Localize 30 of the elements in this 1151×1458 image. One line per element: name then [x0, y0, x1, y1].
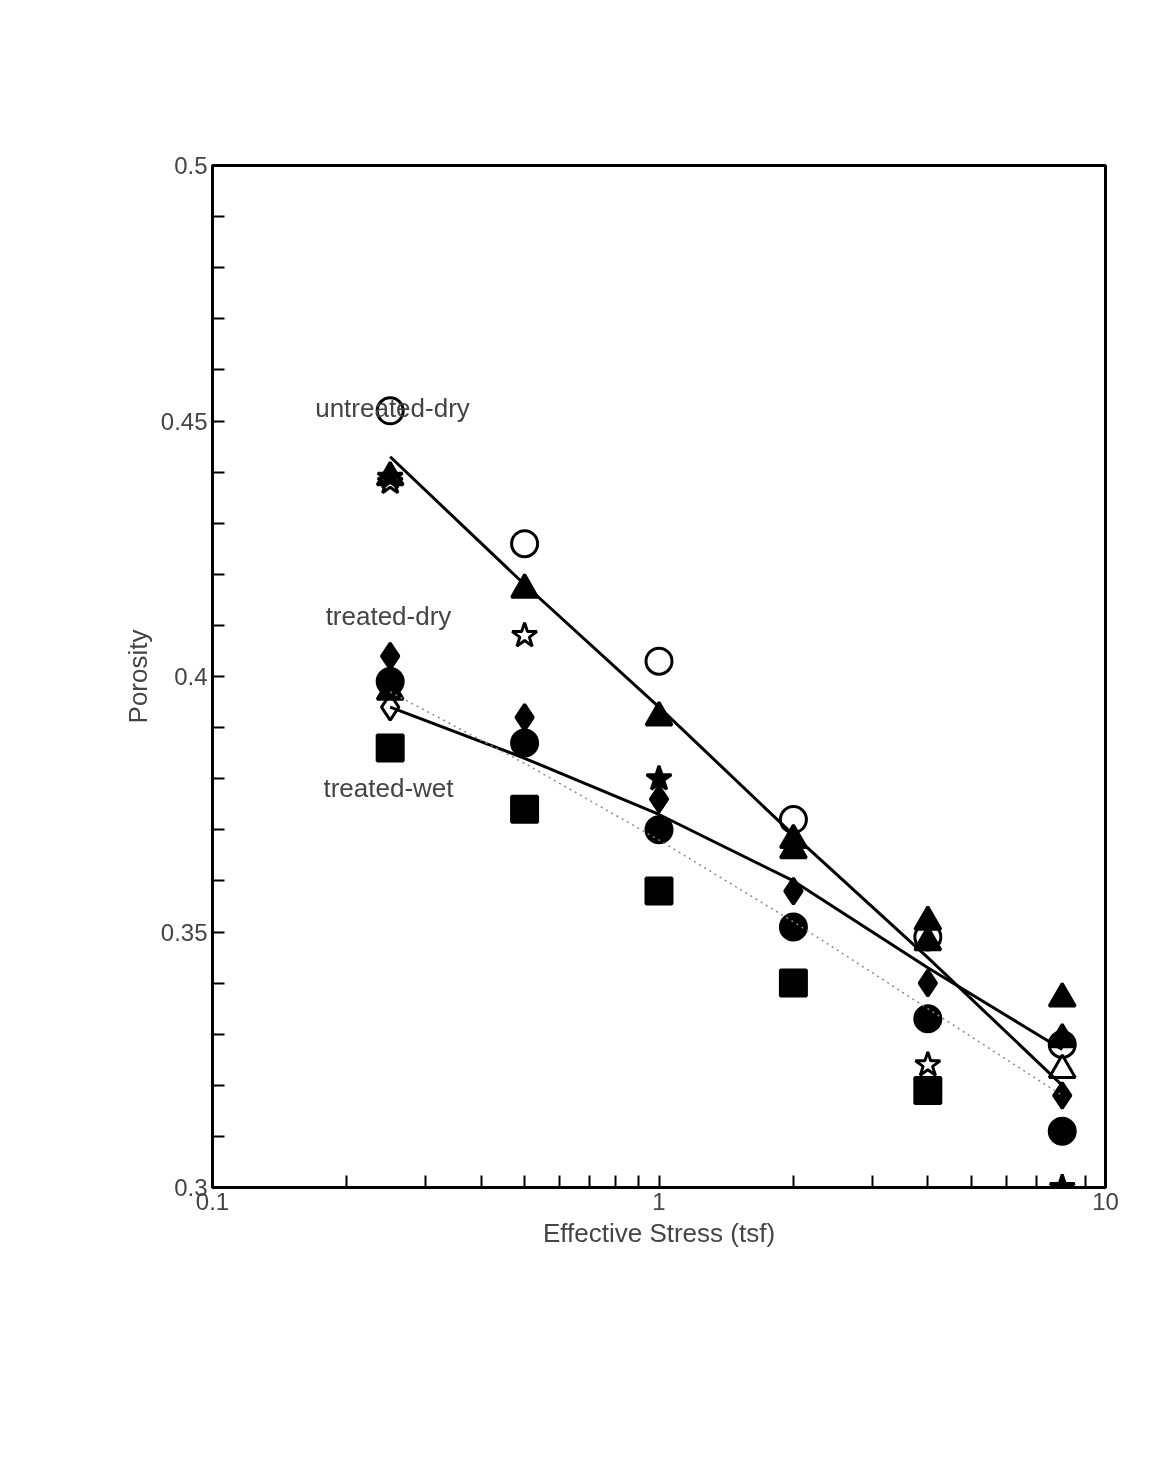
- point: [514, 702, 535, 732]
- point: [917, 968, 938, 998]
- point: [778, 968, 808, 998]
- point: [913, 1050, 942, 1077]
- point: [1052, 1081, 1073, 1111]
- point: [645, 764, 673, 791]
- y-tick-label: 0.45: [160, 407, 208, 435]
- annotation: treated-dry: [325, 600, 452, 631]
- point: [644, 876, 674, 906]
- point: [510, 529, 540, 559]
- point: [644, 815, 674, 845]
- point: [644, 646, 674, 676]
- y-tick-label: 0.35: [160, 918, 208, 946]
- x-tick-label: 10: [1092, 1187, 1119, 1215]
- y-tick-label: 0.5: [174, 152, 208, 179]
- point: [510, 621, 539, 648]
- point: [913, 1004, 943, 1034]
- point: [648, 784, 670, 814]
- point: [778, 912, 808, 942]
- annotation: treated-wet: [323, 772, 455, 803]
- point: [783, 876, 804, 906]
- x-axis-title: Effective Stress (tsf): [542, 1217, 776, 1248]
- y-axis-title: Porosity: [122, 629, 153, 724]
- point: [510, 728, 540, 758]
- point: [510, 794, 540, 824]
- point: [375, 733, 405, 763]
- x-tick-label: 1: [652, 1187, 666, 1215]
- point: [913, 1075, 943, 1105]
- point: [1047, 1116, 1077, 1146]
- y-tick-label: 0.4: [174, 663, 208, 690]
